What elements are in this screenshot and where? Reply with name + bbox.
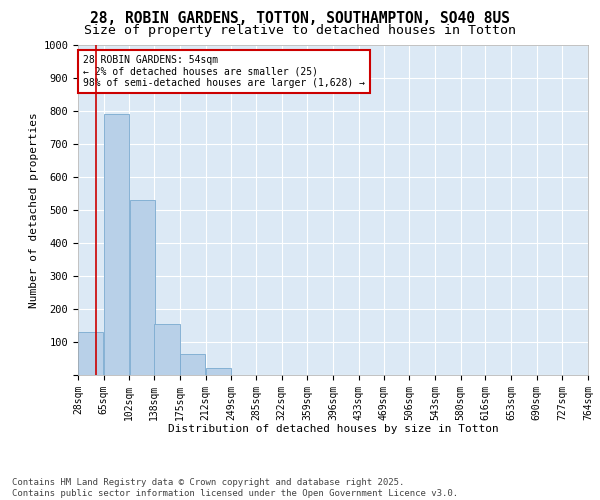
- Text: 28, ROBIN GARDENS, TOTTON, SOUTHAMPTON, SO40 8US: 28, ROBIN GARDENS, TOTTON, SOUTHAMPTON, …: [90, 11, 510, 26]
- Bar: [180, 354, 205, 375]
- Text: Size of property relative to detached houses in Totton: Size of property relative to detached ho…: [84, 24, 516, 37]
- X-axis label: Distribution of detached houses by size in Totton: Distribution of detached houses by size …: [167, 424, 499, 434]
- Bar: [78, 332, 103, 375]
- Bar: [104, 114, 129, 375]
- Text: Contains HM Land Registry data © Crown copyright and database right 2025.
Contai: Contains HM Land Registry data © Crown c…: [12, 478, 458, 498]
- Bar: [154, 324, 179, 375]
- Text: 28 ROBIN GARDENS: 54sqm
← 2% of detached houses are smaller (25)
98% of semi-det: 28 ROBIN GARDENS: 54sqm ← 2% of detached…: [83, 55, 365, 88]
- Y-axis label: Number of detached properties: Number of detached properties: [29, 112, 39, 308]
- Bar: [206, 368, 231, 375]
- Bar: [130, 200, 155, 375]
